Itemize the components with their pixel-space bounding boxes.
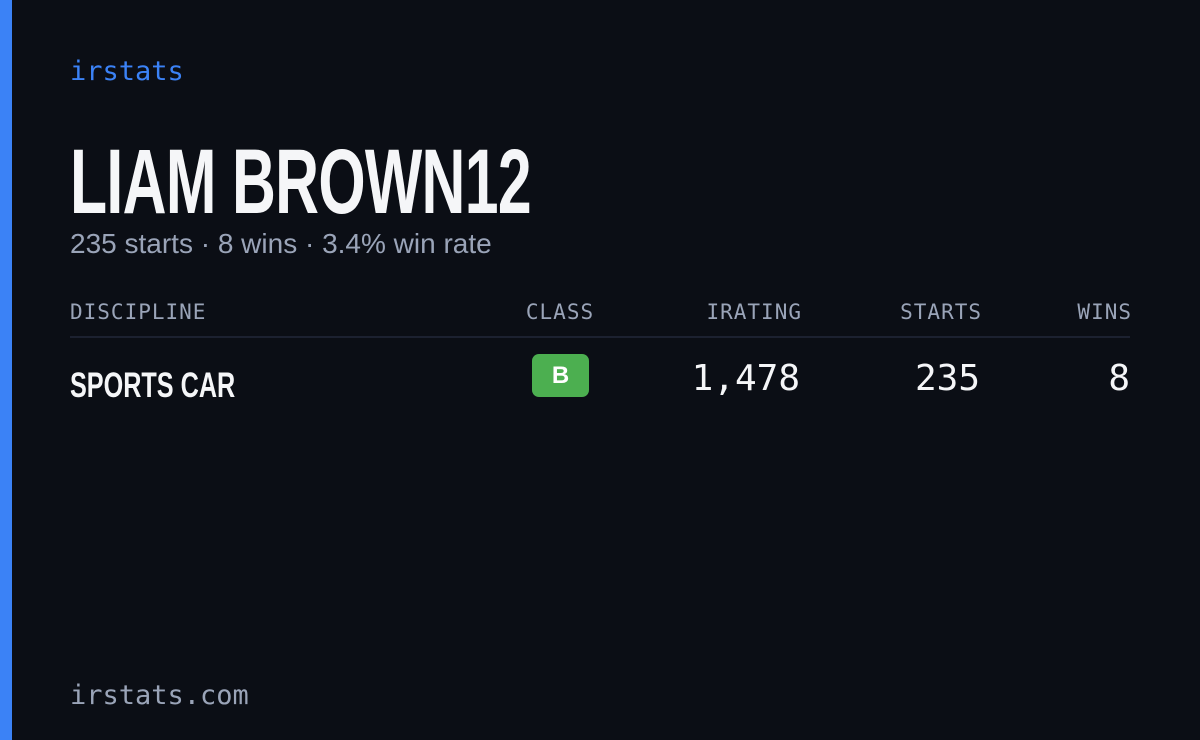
footer-url: irstats.com <box>70 680 249 711</box>
class-badge: B <box>532 354 589 397</box>
wins: 8 <box>1108 358 1130 399</box>
header-irating: IRATING <box>706 300 802 324</box>
header-starts: STARTS <box>900 300 982 324</box>
summary: 235 starts · 8 wins · 3.4% win rate <box>70 228 492 259</box>
header-discipline: DISCIPLINE <box>70 300 207 324</box>
irating: 1,478 <box>691 358 800 399</box>
brand: irstats <box>70 56 184 87</box>
header-class: CLASS <box>525 300 595 324</box>
divider <box>70 336 1130 338</box>
player-name: LIAM BROWN12 <box>70 131 532 233</box>
starts: 235 <box>914 358 980 399</box>
header-wins: WINS <box>1077 300 1132 324</box>
accent-bar <box>0 0 12 740</box>
discipline: SPORTS CAR <box>70 366 236 405</box>
